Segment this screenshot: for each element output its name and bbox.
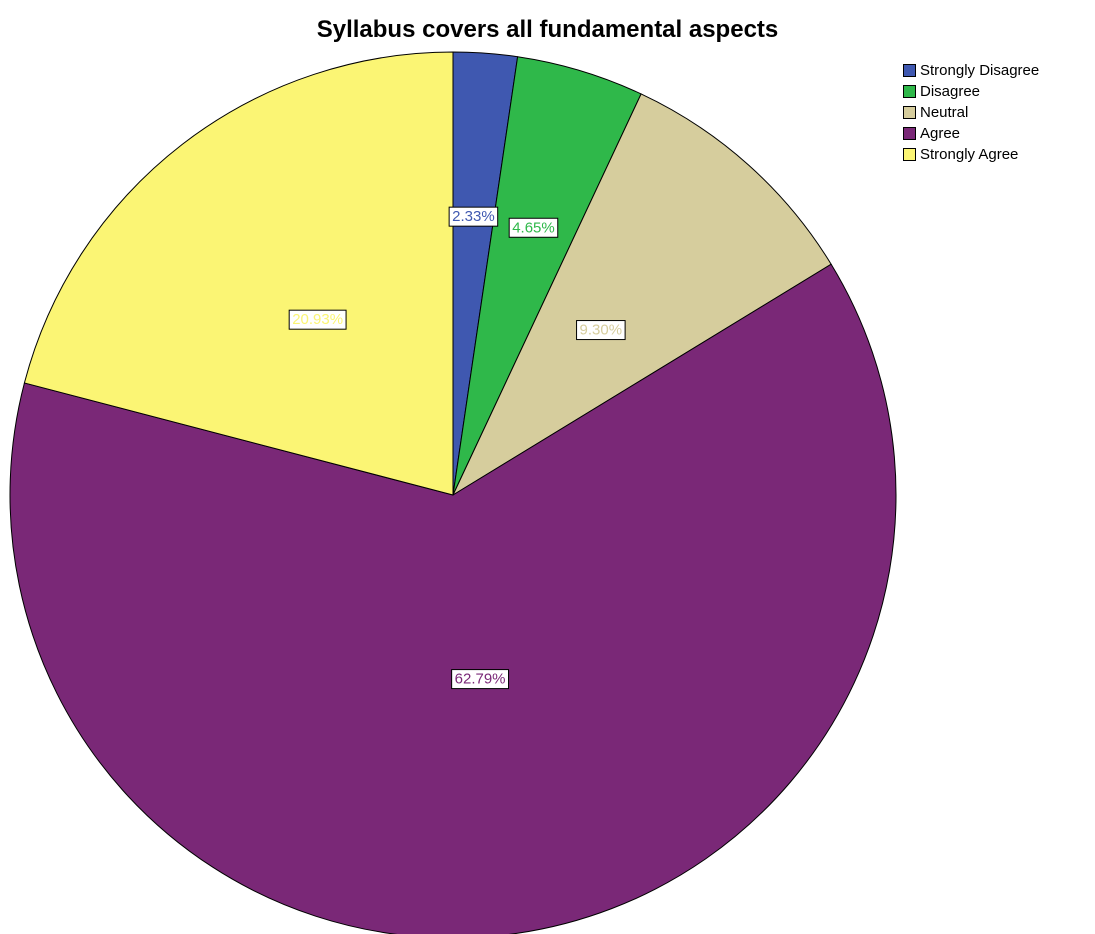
data-label-strongly-disagree: 2.33% xyxy=(448,206,499,227)
legend-item-disagree: Disagree xyxy=(903,81,1039,102)
data-label-strongly-agree: 20.93% xyxy=(288,309,347,330)
pie-slice-strongly-agree xyxy=(23,51,454,496)
data-label-box xyxy=(508,217,559,238)
data-label-box xyxy=(448,206,499,227)
legend-swatch xyxy=(903,64,916,77)
legend-swatch xyxy=(903,148,916,161)
legend-label: Strongly Disagree xyxy=(920,62,1040,79)
data-label-text: 62.79% xyxy=(455,671,506,688)
legend-swatch xyxy=(903,106,916,119)
data-label-text: 4.65% xyxy=(512,219,555,236)
data-label-text: 2.33% xyxy=(452,208,495,225)
pie-slice-agree xyxy=(9,263,897,934)
legend-item-strongly-disagree: Strongly Disagree xyxy=(903,60,1039,81)
legend-label: Disagree xyxy=(920,83,981,100)
data-label-disagree: 4.65% xyxy=(508,217,559,238)
data-label-neutral: 9.30% xyxy=(576,320,626,341)
data-label-text: 20.93% xyxy=(292,311,343,328)
chart-title: Syllabus covers all fundamental aspects xyxy=(316,16,779,43)
data-label-text: 9.30% xyxy=(580,322,623,339)
legend-item-neutral: Neutral xyxy=(903,102,1039,123)
legend-item-agree: Agree xyxy=(903,123,1039,144)
data-label-agree: 62.79% xyxy=(451,669,510,690)
data-label-box xyxy=(576,320,626,341)
data-label-box xyxy=(288,309,347,330)
legend-swatch xyxy=(903,127,916,140)
data-label-box xyxy=(451,669,510,690)
pie-slice-neutral xyxy=(451,93,832,497)
legend-swatch xyxy=(903,85,916,98)
legend-label: Strongly Agree xyxy=(920,146,1019,163)
legend-item-strongly-agree: Strongly Agree xyxy=(903,144,1039,165)
legend: Strongly Disagree Disagree Neutral Agree Str… xyxy=(903,60,1039,165)
legend-label: Agree xyxy=(920,125,961,142)
legend-label: Neutral xyxy=(920,104,969,121)
